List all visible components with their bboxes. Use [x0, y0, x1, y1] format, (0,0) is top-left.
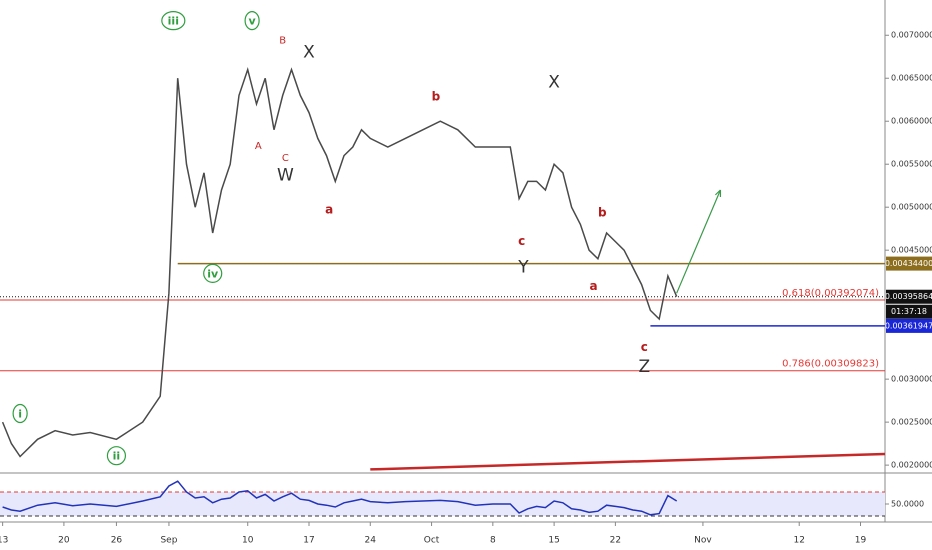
x-tick-label: 15: [548, 536, 559, 546]
forecast-arrow: [676, 189, 721, 294]
x-tick-label: Oct: [424, 536, 440, 546]
x-tick-label: 13: [0, 536, 8, 546]
wave-circle: [161, 11, 186, 31]
wave-label: b: [598, 206, 607, 220]
wave-label: iii: [168, 15, 179, 28]
price-box: [886, 256, 932, 271]
wave-circle: [244, 11, 260, 31]
x-tick-label: Sep: [160, 536, 177, 546]
x-tick-label: 8: [490, 536, 496, 546]
rsi-band-fill: [0, 492, 885, 516]
wave-label: Z: [638, 357, 650, 377]
x-tick-label: 19: [855, 536, 867, 546]
fib-label: 0.618(0.00392074): [782, 288, 879, 299]
wave-label: c: [641, 340, 648, 354]
wave-label: W: [277, 165, 294, 185]
wave-label: b: [432, 90, 441, 104]
wave-label: B: [279, 35, 286, 46]
wave-label: a: [589, 279, 597, 293]
wave-circle: [203, 263, 223, 283]
fib-label: 0.786(0.00309823): [782, 359, 879, 370]
y-tick-label: 0.00200000: [891, 461, 932, 470]
wave-label: iv: [207, 267, 219, 280]
price-box-label: 0.00434400: [885, 259, 932, 268]
price-box: [886, 318, 932, 333]
x-tick-label: 12: [793, 536, 804, 546]
x-tick-label: 17: [303, 536, 314, 546]
price-line-series: [1, 66, 678, 458]
wave-label: C: [282, 153, 289, 164]
x-tick-label: Nov: [694, 536, 712, 546]
wave-label: A: [255, 141, 262, 152]
wave-label: i: [18, 408, 22, 421]
x-tick-label: 20: [58, 536, 70, 546]
trendline: [370, 452, 886, 471]
x-tick-label: 26: [111, 536, 123, 546]
arrow-head: [714, 189, 722, 198]
wave-label: a: [325, 202, 333, 216]
countdown: 01:37:18: [891, 307, 927, 316]
wave-label: ii: [113, 450, 121, 463]
price-line-series: [2, 480, 678, 516]
wave-circle: [106, 446, 127, 466]
x-tick-label: 10: [242, 536, 254, 546]
wave-label: v: [249, 15, 257, 28]
wave-label: c: [518, 234, 525, 248]
price-box: [886, 289, 932, 304]
x-tick-label: 24: [365, 536, 377, 546]
x-tick-label: 22: [610, 536, 621, 546]
wave-circle: [12, 403, 28, 424]
wave-label: Y: [517, 257, 529, 277]
countdown-box: [886, 304, 932, 319]
wave-label: X: [548, 73, 560, 93]
wave-label: X: [303, 42, 315, 62]
price-box-label: 0.00361947: [885, 321, 932, 330]
y-tick-label: 50.0000: [891, 500, 924, 509]
price-box-label: 0.00395864: [885, 292, 932, 301]
